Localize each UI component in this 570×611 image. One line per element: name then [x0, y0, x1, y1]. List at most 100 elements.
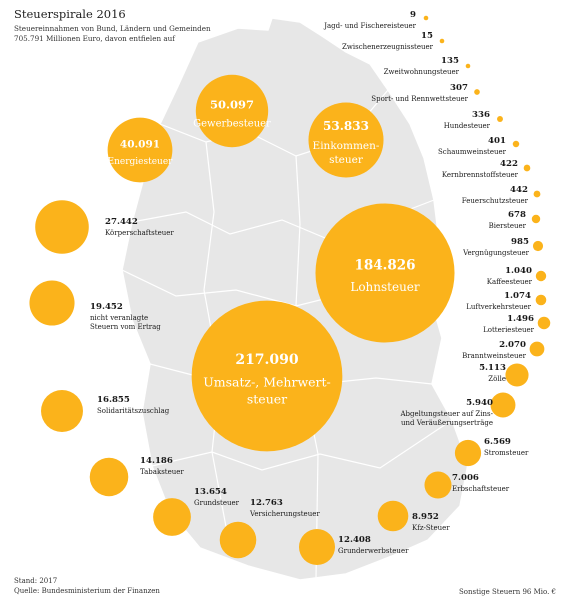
bubble-hundesteuer	[497, 116, 503, 122]
category-label-luftverkehrsteuer: Luftverkehrsteuer	[466, 303, 531, 311]
value-label-sport-und-rennwettsteuer: 307	[450, 83, 468, 93]
bubble-koerperschaftsteuer	[35, 200, 89, 254]
category-label-lotteriesteuer: Lotteriesteuer	[483, 326, 535, 334]
category-label-koerperschaftsteuer: Körperschaftsteuer	[105, 229, 174, 237]
bubble-umsatz-mehrwertsteuer	[191, 300, 343, 452]
germany-map-shape	[121, 17, 469, 581]
value-label-solidaritaetszuschlag: 16.855	[97, 395, 130, 405]
category-label-tabaksteuer: Tabaksteuer	[140, 468, 184, 476]
bubble-branntweinsteuer	[529, 341, 545, 357]
bubble-nicht-veranlagte-steuern-vom-ertrag	[29, 280, 75, 326]
bubble-zwischenerzeugnissteuer	[439, 38, 445, 44]
bubble-sport-und-rennwettsteuer	[474, 89, 480, 95]
bubble-zoelle	[505, 363, 529, 387]
category-label-gewerbesteuer: Gewerbesteuer	[193, 118, 271, 129]
bubble-kernbrennstoffsteuer	[523, 164, 531, 172]
bubble-feuerschutzsteuer	[533, 190, 541, 198]
value-label-gewerbesteuer: 50.097	[210, 97, 254, 111]
category-label-zweitwohnungsteuer: Zweitwohnungsteuer	[384, 68, 460, 76]
category-label-lohnsteuer: Lohnsteuer	[350, 280, 420, 294]
category-label-solidaritaetszuschlag: Solidaritätszuschlag	[97, 407, 170, 415]
value-label-zoelle: 5.113	[479, 363, 506, 373]
category-label-einkommensteuer: Einkommen-	[313, 140, 380, 152]
bubble-vergnuegungsteuer	[532, 240, 544, 252]
category-label-nicht-veranlagte-steuern-vom-ertrag: Steuern vom Ertrag	[90, 323, 161, 331]
category-label-nicht-veranlagte-steuern-vom-ertrag: nicht veranlagte	[90, 314, 148, 322]
value-label-vergnuegungsteuer: 985	[511, 237, 529, 247]
category-label-branntweinsteuer: Branntweinsteuer	[462, 352, 527, 360]
bubble-tabaksteuer	[89, 457, 129, 497]
value-label-grunderwerbsteuer: 12.408	[338, 535, 371, 545]
category-label-zwischenerzeugnissteuer: Zwischenerzeugnissteuer	[342, 43, 434, 51]
category-label-abgeltungsteuer-auf-zins-und-veraeusserungsertraege: Abgeltungsteuer auf Zins-	[399, 410, 493, 418]
value-label-tabaksteuer: 14.186	[140, 456, 173, 466]
value-label-kfz-steuer: 8.952	[412, 512, 439, 522]
category-label-versicherungsteuer: Versicherungsteuer	[249, 510, 320, 518]
value-label-biersteuer: 678	[508, 210, 526, 220]
value-label-abgeltungsteuer-auf-zins-und-veraeusserungsertraege: 5.940	[466, 398, 493, 408]
value-label-zweitwohnungsteuer: 135	[441, 56, 459, 66]
bubble-gewerbesteuer	[195, 74, 269, 148]
category-label-kaffeesteuer: Kaffeesteuer	[487, 278, 533, 286]
bubble-lohnsteuer	[315, 203, 455, 343]
footer-source: Stand: 2017 Quelle: Bundesministerium de…	[14, 577, 160, 597]
bubble-grunderwerbsteuer	[298, 528, 336, 566]
category-label-grundsteuer: Grundsteuer	[194, 499, 240, 507]
bubble-versicherungsteuer	[219, 521, 257, 559]
value-label-nicht-veranlagte-steuern-vom-ertrag: 19.452	[90, 302, 123, 312]
bubble-grundsteuer	[153, 498, 191, 536]
value-label-branntweinsteuer: 2.070	[499, 340, 526, 350]
bubble-solidaritaetszuschlag	[41, 390, 83, 432]
category-label-kernbrennstoffsteuer: Kernbrennstoffsteuer	[442, 171, 519, 179]
value-label-versicherungsteuer: 12.763	[250, 498, 283, 508]
category-label-umsatz-mehrwertsteuer: steuer	[247, 391, 287, 406]
value-label-zwischenerzeugnissteuer: 15	[421, 31, 433, 41]
category-label-energiesteuer: Energiesteuer	[108, 157, 174, 167]
value-label-energiesteuer: 40.091	[120, 139, 160, 151]
value-label-hundesteuer: 336	[472, 110, 490, 120]
bubble-schaumweinsteuer	[512, 140, 520, 148]
bubble-biersteuer	[531, 214, 541, 224]
value-label-erbschaftsteuer: 7.006	[452, 473, 479, 483]
bubble-lotteriesteuer	[537, 316, 551, 330]
bubble-stromsteuer	[454, 439, 482, 467]
bubble-luftverkehrsteuer	[535, 294, 547, 306]
category-label-jagd-und-fischereisteuer: Jagd- und Fischereisteuer	[323, 22, 416, 30]
bubble-marks: 217.090 Umsatz-, Mehrwert-steuer 184.826 Lo…	[29, 10, 551, 566]
value-label-umsatz-mehrwertsteuer: 217.090	[235, 352, 299, 368]
value-label-koerperschaftsteuer: 27.442	[105, 217, 138, 227]
chart-subtitle: Steuereinnahmen von Bund, Ländern und Ge…	[14, 24, 211, 43]
bubble-erbschaftsteuer	[424, 471, 452, 499]
footer-quelle: Quelle: Bundesministerium der Finanzen	[14, 586, 160, 595]
category-label-abgeltungsteuer-auf-zins-und-veraeusserungsertraege: und Veräußerungserträge	[401, 419, 493, 427]
category-label-feuerschutzsteuer: Feuerschutzsteuer	[462, 197, 529, 205]
category-label-biersteuer: Biersteuer	[489, 222, 527, 230]
value-label-stromsteuer: 6.569	[484, 437, 511, 447]
bubble-kfz-steuer	[377, 500, 409, 532]
value-label-kaffeesteuer: 1.040	[505, 266, 532, 276]
category-label-kfz-steuer: Kfz-Steuer	[412, 524, 450, 532]
value-label-lotteriesteuer: 1.496	[507, 314, 534, 324]
bubble-abgeltungsteuer-auf-zins-und-veraeusserungsertraege	[490, 392, 516, 418]
value-label-feuerschutzsteuer: 442	[510, 185, 528, 195]
category-label-zoelle: Zölle	[488, 375, 506, 383]
value-label-lohnsteuer: 184.826	[354, 258, 415, 274]
category-label-stromsteuer: Stromsteuer	[484, 449, 529, 457]
bubble-kaffeesteuer	[535, 270, 547, 282]
category-label-hundesteuer: Hundesteuer	[444, 122, 491, 130]
footer-sonstige: Sonstige Steuern 96 Mio. €	[458, 588, 556, 596]
category-label-einkommensteuer: steuer	[329, 154, 364, 166]
footer-stand: Stand: 2017	[14, 577, 58, 585]
value-label-jagd-und-fischereisteuer: 9	[410, 10, 416, 20]
category-label-vergnuegungsteuer: Vergnügungsteuer	[462, 249, 530, 257]
category-label-schaumweinsteuer: Schaumweinsteuer	[438, 148, 507, 156]
value-label-luftverkehrsteuer: 1.074	[504, 291, 531, 301]
value-label-einkommensteuer: 53.833	[323, 119, 369, 133]
bubble-jagd-und-fischereisteuer	[423, 15, 429, 21]
category-label-grunderwerbsteuer: Grunderwerbsteuer	[338, 547, 409, 555]
category-label-umsatz-mehrwertsteuer: Umsatz-, Mehrwert-	[203, 375, 331, 390]
bubble-einkommensteuer	[308, 102, 384, 178]
value-label-schaumweinsteuer: 401	[488, 136, 506, 146]
